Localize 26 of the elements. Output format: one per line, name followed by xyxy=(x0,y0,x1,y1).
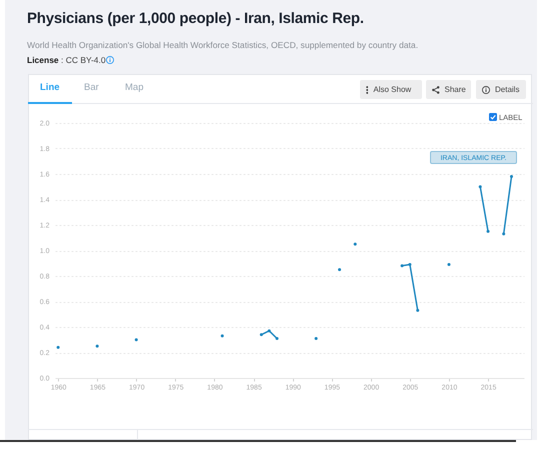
point xyxy=(268,329,271,332)
point xyxy=(408,263,412,266)
point xyxy=(96,344,99,348)
text: Bar xyxy=(84,82,99,93)
chart-subtitle: World Health Organization's Global Health Workforce Statistics, OECD, supplemented by country data. xyxy=(27,40,418,50)
text: Line xyxy=(40,82,60,93)
point xyxy=(260,333,263,336)
point xyxy=(354,242,357,246)
text: Share xyxy=(444,85,466,94)
point xyxy=(478,185,482,188)
point xyxy=(338,268,342,272)
text: License : CC BY-4.0 xyxy=(27,55,106,65)
text: Also Show xyxy=(373,85,412,94)
point xyxy=(134,338,138,342)
point xyxy=(314,336,318,340)
point xyxy=(220,334,224,338)
point xyxy=(400,264,404,268)
text: Details xyxy=(495,85,520,94)
text: Map xyxy=(125,82,144,93)
chart-title: Physicians (per 1,000 people) - Iran, Islamic Rep. xyxy=(27,10,364,27)
point xyxy=(447,263,450,266)
point xyxy=(56,346,60,349)
point xyxy=(502,232,506,236)
point xyxy=(486,230,490,233)
point xyxy=(416,308,420,312)
point xyxy=(510,175,513,178)
